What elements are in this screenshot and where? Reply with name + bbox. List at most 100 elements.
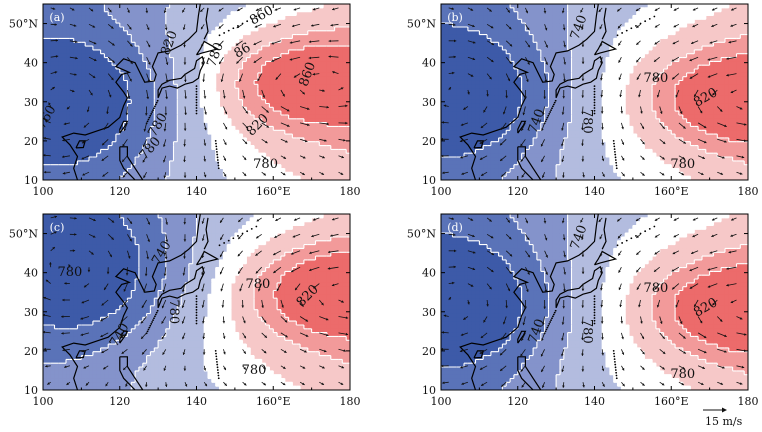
shading-cell: [327, 134, 331, 138]
shading-cell: [62, 4, 66, 8]
shading-cell: [173, 161, 177, 165]
shading-cell: [300, 4, 304, 8]
shading-cell: [495, 27, 499, 31]
shading-cell: [189, 146, 193, 150]
shading-cell: [338, 8, 342, 12]
shading-cell: [223, 8, 227, 12]
shading-cell: [85, 119, 89, 123]
shading-cell: [154, 169, 158, 173]
shading-cell: [281, 81, 285, 85]
shading-cell: [208, 115, 212, 119]
shading-cell: [43, 81, 47, 85]
shading-cell: [101, 69, 105, 73]
shading-cell: [189, 23, 193, 27]
shading-cell: [139, 100, 143, 104]
shading-cell: [319, 115, 323, 119]
shading-cell: [93, 165, 97, 169]
shading-cell: [327, 172, 331, 176]
shading-cell: [319, 126, 323, 130]
shading-cell: [143, 19, 147, 23]
shading-cell: [243, 146, 247, 150]
shading-cell: [101, 115, 105, 119]
shading-cell: [285, 172, 289, 176]
shading-cell: [89, 35, 93, 39]
shading-cell: [158, 100, 162, 104]
shading-cell: [62, 157, 66, 161]
shading-cell: [43, 157, 47, 161]
shading-cell: [93, 100, 97, 104]
shading-cell: [456, 38, 460, 42]
shading-cell: [216, 119, 220, 123]
shading-cell: [97, 88, 101, 92]
shading-cell: [112, 165, 116, 169]
shading-cell: [220, 142, 224, 146]
shading-cell: [55, 92, 59, 96]
shading-cell: [296, 111, 300, 115]
shading-cell: [315, 169, 319, 173]
shading-cell: [499, 130, 503, 134]
shading-cell: [135, 38, 139, 42]
shading-cell: [319, 111, 323, 115]
shading-cell: [266, 77, 270, 81]
shading-cell: [262, 54, 266, 58]
shading-cell: [58, 54, 62, 58]
island-dot: [196, 99, 198, 101]
shading-cell: [273, 50, 277, 54]
shading-cell: [70, 126, 74, 130]
shading-cell: [506, 134, 510, 138]
shading-cell: [312, 100, 316, 104]
shading-cell: [43, 65, 47, 69]
shading-cell: [51, 126, 55, 130]
shading-cell: [227, 126, 231, 130]
shading-cell: [116, 123, 120, 127]
shading-cell: [108, 149, 112, 153]
shading-cell: [51, 130, 55, 134]
shading-cell: [85, 161, 89, 165]
shading-cell: [304, 38, 308, 42]
shading-cell: [227, 4, 231, 8]
shading-cell: [204, 100, 208, 104]
shading-cell: [154, 161, 158, 165]
shading-cell: [449, 119, 453, 123]
shading-cell: [445, 88, 449, 92]
shading-cell: [273, 4, 277, 8]
shading-cell: [300, 100, 304, 104]
shading-cell: [70, 27, 74, 31]
shading-cell: [89, 96, 93, 100]
island-dot: [157, 100, 159, 102]
shading-cell: [97, 134, 101, 138]
shading-cell: [315, 19, 319, 23]
shading-cell: [327, 35, 331, 39]
island-dot: [228, 30, 230, 32]
shading-cell: [285, 100, 289, 104]
shading-cell: [460, 4, 464, 8]
shading-cell: [216, 77, 220, 81]
shading-cell: [177, 138, 181, 142]
shading-cell: [227, 35, 231, 39]
shading-cell: [177, 153, 181, 157]
shading-cell: [101, 123, 105, 127]
shading-cell: [112, 100, 116, 104]
shading-cell: [55, 169, 59, 173]
shading-cell: [308, 31, 312, 35]
island-dot: [196, 96, 198, 98]
shading-cell: [51, 146, 55, 150]
shading-cell: [453, 149, 457, 153]
shading-cell: [308, 149, 312, 153]
shading-cell: [112, 35, 116, 39]
shading-cell: [204, 73, 208, 77]
shading-cell: [499, 35, 503, 39]
shading-cell: [78, 172, 82, 176]
shading-cell: [246, 27, 250, 31]
shading-cell: [487, 126, 491, 130]
shading-cell: [479, 23, 483, 27]
shading-cell: [331, 103, 335, 107]
shading-cell: [273, 92, 277, 96]
shading-cell: [177, 27, 181, 31]
shading-cell: [150, 161, 154, 165]
shading-cell: [220, 65, 224, 69]
shading-cell: [315, 12, 319, 16]
shading-cell: [70, 111, 74, 115]
